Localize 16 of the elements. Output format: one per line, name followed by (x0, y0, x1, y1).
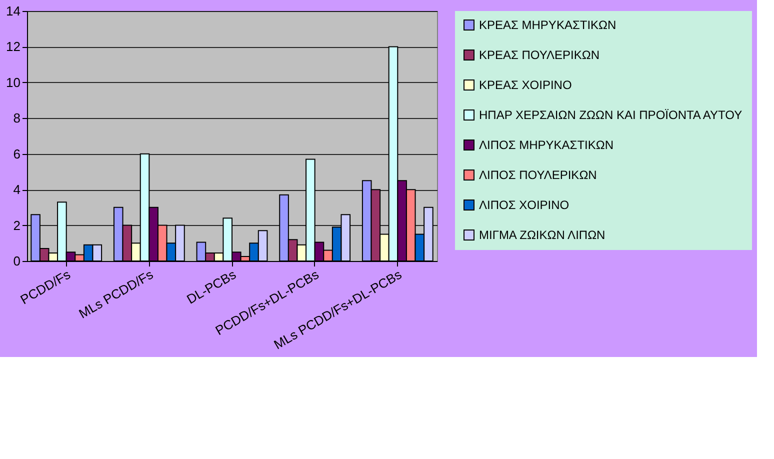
legend-label: ΚΡΕΑΣ ΧΟΙΡΙΝΟ (479, 78, 572, 92)
y-tick-label: 4 (13, 182, 20, 198)
y-tick-label: 12 (6, 39, 20, 54)
legend-label: ΚΡΕΑΣ ΜΗΡΥΚΑΣΤΙΚΩΝ (479, 18, 616, 32)
y-tick-label: 14 (6, 4, 20, 18)
legend-label: ΜΙΓΜΑ ΖΩΙΚΩΝ ΛΙΠΩΝ (479, 228, 606, 242)
y-tick-label: 0 (13, 254, 20, 268)
y-tick-label: 8 (13, 110, 20, 126)
legend-label: ΚΡΕΑΣ ΠΟΥΛΕΡΙΚΩΝ (479, 48, 600, 62)
legend-label: ΗΠΑΡ ΧΕΡΣΑΙΩΝ ΖΩΩΝ ΚΑΙ ΠΡΟΪΟΝΤΑ ΑΥΤΟΥ (479, 108, 742, 122)
legend-label: ΛΙΠΟΣ ΠΟΥΛΕΡΙΚΩΝ (479, 168, 597, 182)
y-tick-label: 2 (13, 218, 20, 233)
y-tick-label: 10 (6, 74, 20, 90)
y-tick-label: 6 (13, 146, 20, 162)
legend-label: ΛΙΠΟΣ ΧΟΙΡΙΝΟ (479, 198, 570, 212)
legend-label: ΛΙΠΟΣ ΜΗΡΥΚΑΣΤΙΚΩΝ (479, 138, 614, 152)
